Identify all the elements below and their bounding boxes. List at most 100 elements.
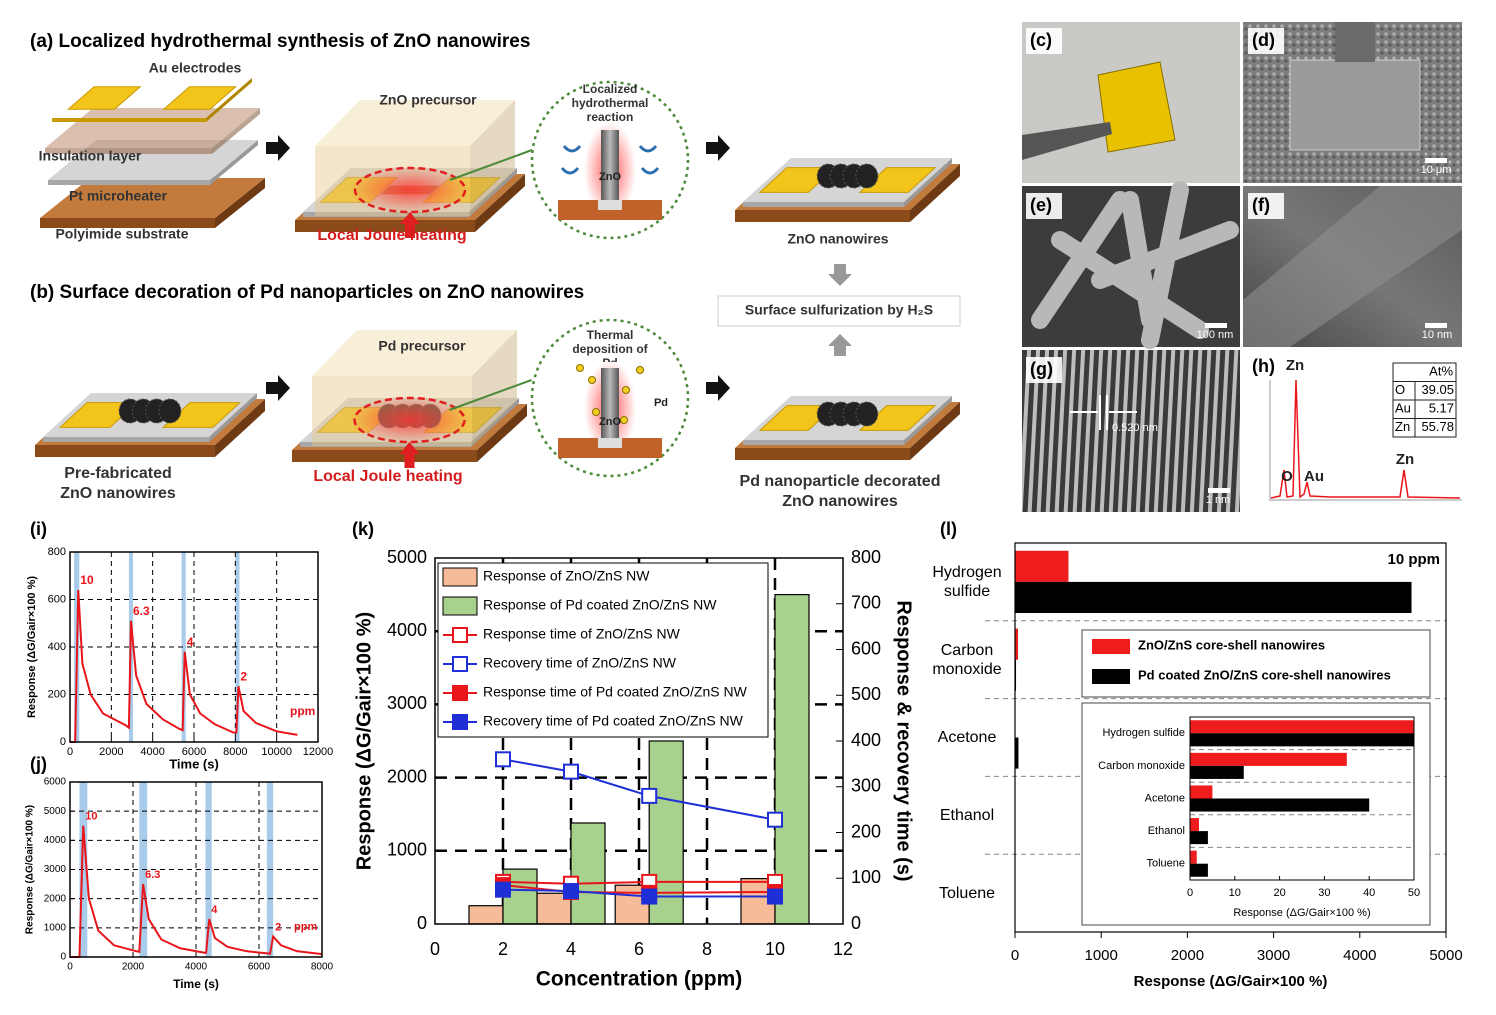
panel-label: (g) — [1030, 359, 1053, 379]
label: Pre-fabricated ZnO nanowires — [60, 465, 176, 502]
x-tick-label: 50 — [1408, 887, 1420, 899]
annotation: 6.3 — [145, 869, 160, 881]
legend-label: Recovery time of Pd coated ZnO/ZnS NW — [483, 713, 744, 729]
panel-label: (e) — [1030, 195, 1052, 215]
bar — [468, 905, 504, 925]
y-tick-label: 0 — [60, 952, 66, 963]
particle — [576, 364, 584, 372]
legend-marker — [452, 656, 468, 672]
marker — [495, 751, 511, 768]
scale-bar — [1208, 488, 1230, 493]
category-label: Ethanol — [939, 806, 995, 824]
table-cell: 55.78 — [1421, 419, 1454, 434]
legend-label: Response time of Pd coated ZnO/ZnS NW — [483, 684, 748, 700]
nanowire — [601, 368, 619, 438]
label: Local Joule heating — [317, 227, 466, 244]
layer-front — [43, 437, 209, 442]
label: Insulation layer — [39, 148, 142, 164]
layer-side — [212, 108, 260, 154]
electrode — [58, 402, 139, 428]
legend-marker — [452, 627, 468, 643]
heat-glow — [350, 166, 470, 214]
layer-side — [477, 404, 527, 462]
layer-side — [472, 330, 517, 446]
annotation: 2 — [275, 921, 281, 933]
layer-side — [904, 158, 952, 207]
scale-label: 10 nm — [1422, 329, 1453, 341]
micrographs: (c) (d) (e) (f) (g) 10 μm 100 nm 10 nm 1 nm 0.520… — [1022, 22, 1462, 512]
marker — [767, 811, 783, 828]
particle — [620, 416, 628, 424]
x-tick-label: 2000 — [122, 962, 145, 973]
arrow — [706, 375, 730, 401]
annotation: 4 — [187, 635, 194, 649]
layer-front — [735, 448, 910, 460]
marker — [563, 763, 579, 780]
peak-label: O — [1281, 468, 1293, 485]
charts: 0 2000 4000 6000 8000 10000 120000200400600800… — [25, 519, 1463, 991]
x-tick-label: 4000 — [1343, 947, 1376, 964]
wire-band — [1243, 186, 1462, 347]
particle — [622, 386, 630, 394]
category-label: Carbon monoxide — [1098, 760, 1185, 772]
scale-label: 100 nm — [1197, 329, 1234, 341]
label-bg — [1026, 193, 1062, 219]
nanowire — [601, 130, 619, 200]
marker — [641, 787, 658, 804]
legend-marker — [452, 714, 468, 730]
layer-side — [209, 393, 257, 442]
process-box — [717, 295, 961, 327]
x-tick-label: 0 — [1011, 947, 1019, 964]
nanowire — [1051, 231, 1209, 339]
marker — [767, 888, 783, 905]
axis-title: Response (ΔG/Gair×100 %) — [25, 805, 36, 934]
label-box: Pd nanoparticle decorated ZnO nanowires — [740, 473, 941, 510]
label: Surface sulfurization by H₂S — [745, 302, 933, 318]
y-tick-label: 4000 — [387, 620, 427, 640]
bar — [1190, 785, 1213, 799]
x-tick-label: 12000 — [303, 746, 334, 758]
label-bg — [1248, 355, 1282, 379]
axis-title: Time (s) — [169, 756, 219, 771]
plot-frame — [1014, 542, 1447, 933]
legend — [437, 562, 769, 738]
axis-title: Response (ΔG/Gair×100 %) — [26, 576, 38, 718]
layer-front — [45, 148, 212, 154]
x-tick-label: 6000 — [182, 746, 206, 758]
electrode — [758, 405, 837, 431]
heat-arrow — [399, 442, 420, 468]
label-bg — [1026, 28, 1062, 54]
x-tick-label: 4000 — [185, 962, 208, 973]
table-header: At% — [1429, 364, 1453, 379]
layer-front — [52, 118, 206, 122]
table-cell: 5.17 — [1429, 401, 1454, 416]
nanowire — [1121, 191, 1159, 329]
marker — [495, 881, 511, 898]
y2-tick-label: 100 — [851, 867, 881, 887]
zoom-line — [449, 379, 532, 411]
label-box: Acetone — [938, 729, 997, 746]
layer-side — [910, 402, 960, 460]
data-line — [502, 888, 775, 898]
y-tick-label: 2000 — [387, 766, 427, 786]
annotation: 6.3 — [133, 604, 150, 618]
legend — [1081, 629, 1431, 698]
layer-front — [48, 180, 210, 185]
label-box: Localized hydrothermal reaction — [572, 82, 649, 124]
bar — [1015, 550, 1069, 582]
y-tick-label: 4000 — [44, 835, 67, 846]
y-tick-label: 0 — [60, 736, 66, 748]
annotation: 4 — [211, 904, 218, 916]
panel-label: (l) — [940, 519, 957, 539]
label-box: Carbon monoxide — [932, 642, 1001, 678]
electrode — [162, 86, 238, 110]
x-tick-label: 40 — [1363, 887, 1375, 899]
y2-tick-label: 0 — [851, 913, 861, 933]
category-label: Toluene — [938, 884, 996, 902]
panel-label: (h) — [1252, 356, 1275, 376]
nanowires — [158, 398, 182, 424]
particle — [588, 376, 596, 384]
arrow — [828, 334, 852, 356]
y-tick-label: 200 — [48, 688, 66, 700]
label-box: Thermal deposition of Pd — [572, 328, 647, 362]
